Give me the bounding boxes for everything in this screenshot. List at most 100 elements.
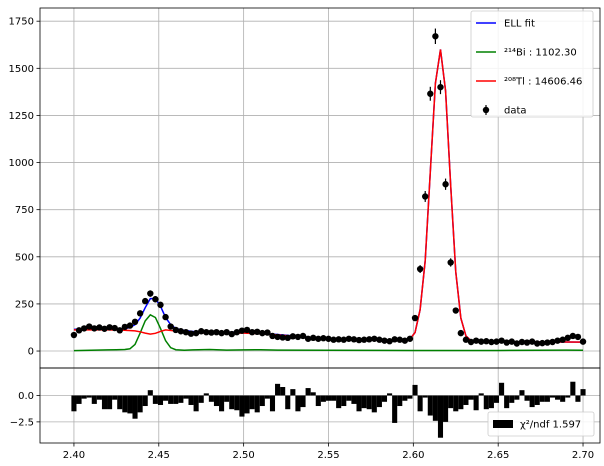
x-tick-label: 2.40: [63, 450, 85, 461]
residual-bar: [575, 395, 581, 402]
data-point: [157, 301, 164, 309]
data-point: [508, 338, 515, 345]
data-point: [432, 33, 439, 40]
residual-bar: [402, 395, 408, 401]
data-point: [386, 338, 393, 345]
residual-bar: [366, 395, 372, 410]
residual-bar: [168, 395, 174, 404]
residual-bar: [198, 395, 204, 403]
residual-bar: [300, 395, 306, 408]
residual-bar: [290, 389, 296, 396]
data-point: [147, 290, 154, 297]
residual-bar: [351, 395, 357, 404]
data-point: [279, 334, 286, 341]
residual-bars: [71, 381, 586, 438]
residual-bar: [173, 395, 179, 404]
y-tick-label: 1750: [9, 17, 34, 28]
data-point: [360, 336, 368, 343]
residual-bar: [203, 393, 209, 396]
data-point: [376, 336, 383, 343]
data-point: [564, 334, 571, 342]
residual-bar: [539, 395, 545, 402]
legend-box: [487, 411, 595, 437]
data-point: [259, 329, 266, 337]
data-point: [243, 326, 251, 334]
data-point: [325, 335, 332, 342]
residual-bar: [320, 395, 326, 402]
residual-bar: [443, 395, 449, 422]
residual-bar: [453, 395, 459, 412]
residual-bar: [147, 390, 153, 396]
residual-bar: [295, 395, 301, 412]
legend-swatch: [493, 420, 513, 428]
legend-label: ²⁰⁸Tl : 14606.46: [504, 77, 582, 88]
residual-bar: [229, 395, 235, 410]
data-points: [70, 28, 587, 347]
data-point: [172, 326, 179, 334]
data-point: [411, 314, 419, 322]
data-point: [304, 335, 312, 342]
data-point: [233, 328, 241, 336]
residual-bar: [269, 395, 276, 412]
residual-bar: [448, 395, 454, 409]
residual-bar: [71, 395, 77, 412]
residual-bar: [76, 395, 82, 404]
data-point: [269, 332, 276, 340]
main-legend: ELL fit ²¹⁴Bi : 1102.30 ²⁰⁸Tl : 14606.46 da…: [470, 10, 594, 118]
legend-label: data: [504, 106, 527, 117]
data-point: [238, 327, 246, 334]
y-tick-label: 500: [15, 252, 34, 263]
residual-bar: [137, 395, 143, 413]
data-point: [274, 333, 281, 341]
data-point: [371, 335, 378, 342]
data-point: [422, 193, 429, 200]
residual-bar: [163, 395, 169, 401]
data-point: [80, 325, 88, 332]
residual-bar: [427, 395, 433, 416]
residual-bar: [555, 395, 561, 400]
residual-bar: [509, 395, 515, 403]
residual-bar: [499, 382, 505, 396]
data-point: [111, 324, 118, 332]
data-point: [177, 328, 185, 335]
data-point: [167, 323, 174, 330]
data-point: [75, 327, 83, 334]
data-point: [544, 339, 551, 346]
residual-bar: [514, 395, 520, 400]
data-point: [498, 337, 505, 344]
x-tick-label: 2.60: [402, 450, 424, 461]
data-point: [406, 335, 414, 342]
data-point: [101, 325, 108, 332]
residual-bar: [529, 395, 535, 408]
residual-bar: [437, 395, 444, 438]
data-point: [396, 336, 403, 343]
residual-bar: [560, 395, 566, 402]
residual-bar: [356, 395, 362, 412]
residual-bar: [473, 395, 479, 411]
data-point: [330, 336, 337, 343]
legend-marker-swatch: [482, 106, 490, 114]
residual-bar: [381, 395, 388, 402]
legend-label: χ²/ndf 1.597: [520, 420, 581, 431]
data-point: [284, 334, 291, 342]
residual-bar: [458, 395, 464, 410]
data-point: [457, 329, 465, 337]
data-point: [493, 338, 500, 345]
main-plot: 0 250 500 750 1000 1250 1500 1750 ELL fit ²¹⁴Bi :…: [9, 7, 601, 369]
residual-bar: [392, 395, 398, 423]
y-tick-label: 1000: [9, 158, 34, 169]
data-point: [416, 265, 424, 273]
residual-bar: [96, 395, 102, 400]
x-tick-label: 2.65: [487, 450, 509, 461]
residual-bar: [224, 395, 230, 402]
data-point: [335, 336, 342, 343]
data-point: [483, 338, 490, 345]
residual-bar: [280, 387, 286, 396]
residual-bar: [157, 395, 164, 405]
residual-bar: [417, 395, 423, 412]
data-point: [452, 307, 459, 314]
data-point: [198, 328, 205, 335]
residual-bar: [483, 395, 489, 410]
residual-bar: [188, 395, 194, 405]
